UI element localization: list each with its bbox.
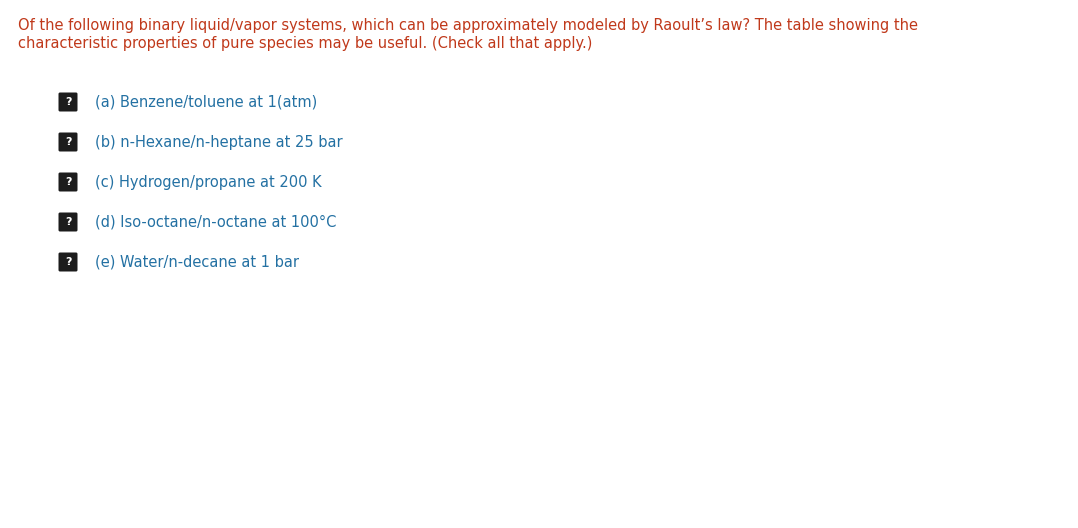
FancyBboxPatch shape — [58, 252, 78, 271]
Text: (e) Water/n-decane at 1 bar: (e) Water/n-decane at 1 bar — [95, 254, 299, 269]
Text: Of the following binary liquid/vapor systems, which can be approximately modeled: Of the following binary liquid/vapor sys… — [18, 18, 918, 33]
FancyBboxPatch shape — [58, 133, 78, 152]
FancyBboxPatch shape — [58, 212, 78, 231]
Text: (c) Hydrogen/propane at 200 K: (c) Hydrogen/propane at 200 K — [95, 174, 321, 190]
FancyBboxPatch shape — [58, 92, 78, 111]
Text: (d) Iso-octane/n-octane at 100°C: (d) Iso-octane/n-octane at 100°C — [95, 214, 336, 230]
Text: ?: ? — [65, 257, 71, 267]
Text: characteristic properties of pure species may be useful. (Check all that apply.): characteristic properties of pure specie… — [18, 36, 593, 51]
Text: ?: ? — [65, 177, 71, 187]
Text: ?: ? — [65, 137, 71, 147]
FancyBboxPatch shape — [58, 173, 78, 192]
Text: ?: ? — [65, 217, 71, 227]
Text: (b) n-Hexane/n-heptane at 25 bar: (b) n-Hexane/n-heptane at 25 bar — [95, 135, 343, 149]
Text: ?: ? — [65, 97, 71, 107]
Text: (a) Benzene/toluene at 1(atm): (a) Benzene/toluene at 1(atm) — [95, 95, 317, 109]
